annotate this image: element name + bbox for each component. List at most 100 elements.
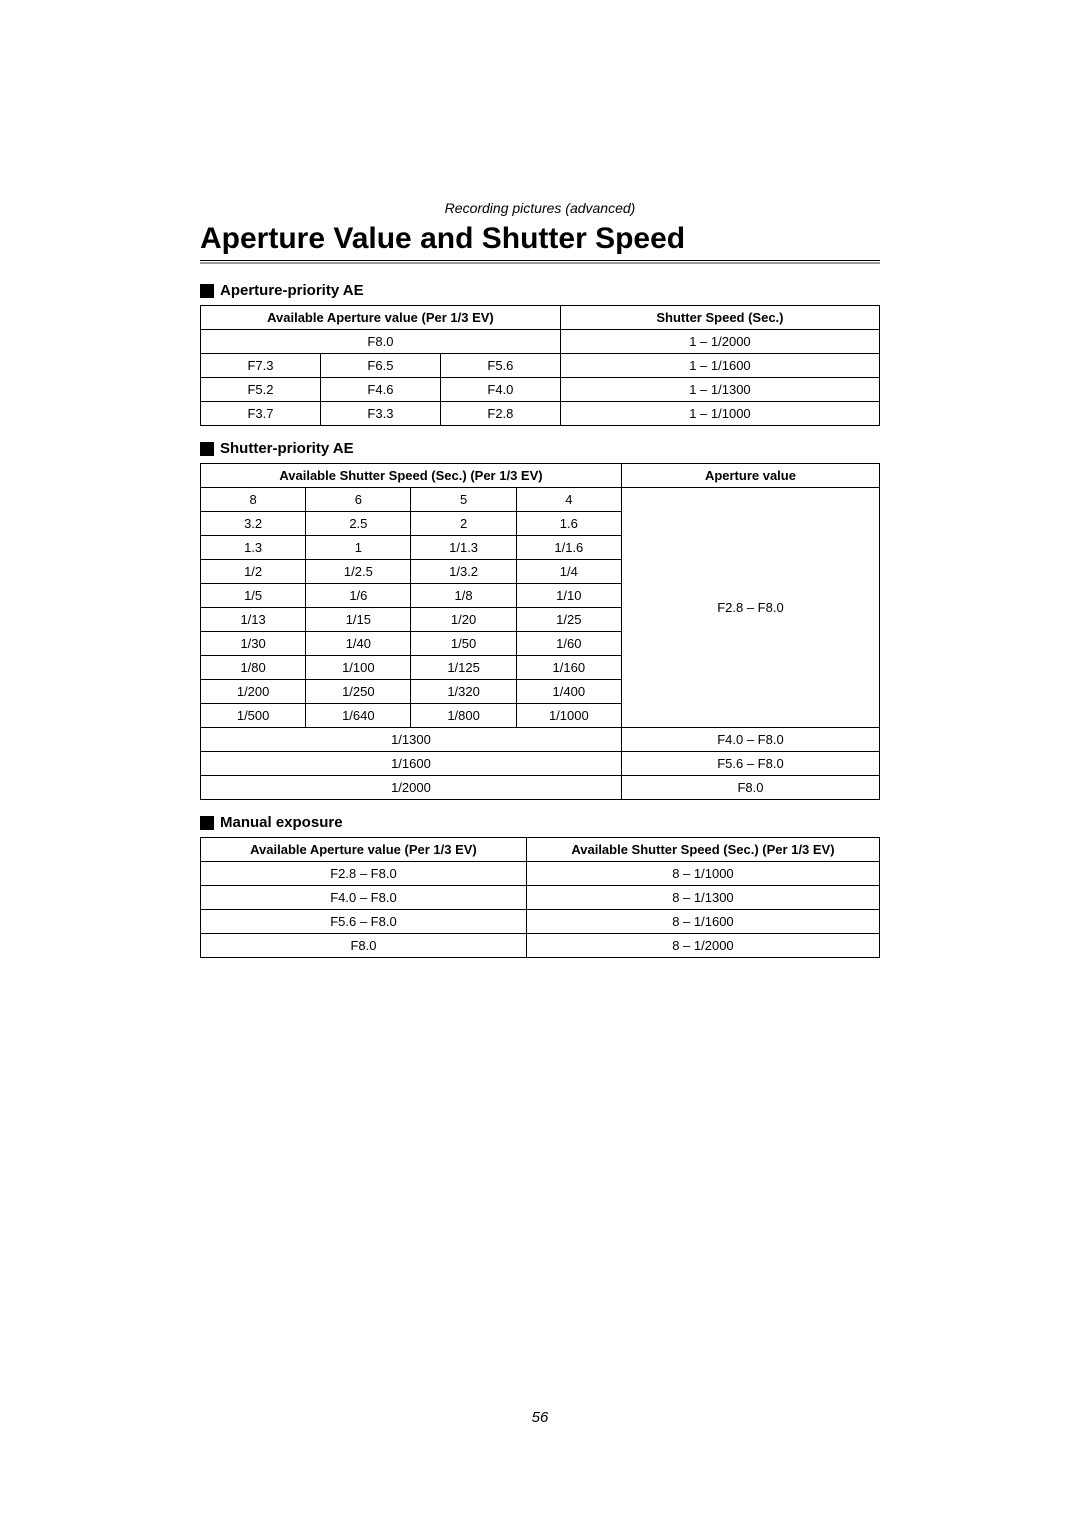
- table-row: F4.0 – F8.0 8 – 1/1300: [201, 886, 880, 910]
- table-cell: 1/30: [201, 632, 306, 656]
- table-cell: 1/10: [516, 584, 621, 608]
- table-cell: F4.0 – F8.0: [201, 886, 527, 910]
- square-bullet-icon: [200, 284, 214, 298]
- table-cell: 1/100: [306, 656, 411, 680]
- table-cell: F5.6: [440, 354, 560, 378]
- table-cell: 2: [411, 512, 516, 536]
- table-header-cell: Available Shutter Speed (Sec.) (Per 1/3 …: [201, 464, 622, 488]
- table-cell: 1/800: [411, 704, 516, 728]
- section-heading-manual-exposure: Manual exposure: [200, 814, 880, 831]
- table-cell: 1/20: [411, 608, 516, 632]
- table-cell: 3.2: [201, 512, 306, 536]
- table-cell: 1/4: [516, 560, 621, 584]
- table-cell: 1/640: [306, 704, 411, 728]
- aperture-priority-table: Available Aperture value (Per 1/3 EV) Sh…: [200, 305, 880, 426]
- table-cell: 1/1300: [201, 728, 622, 752]
- table-cell: 1/13: [201, 608, 306, 632]
- table-cell: 1/6: [306, 584, 411, 608]
- table-cell: 8 – 1/1600: [526, 910, 879, 934]
- table-cell: 1 – 1/1300: [560, 378, 879, 402]
- table-cell: F4.0 – F8.0: [621, 728, 879, 752]
- table-cell: 1/1.6: [516, 536, 621, 560]
- table-cell: 1/160: [516, 656, 621, 680]
- table-cell: 1/500: [201, 704, 306, 728]
- table-cell: 1/5: [201, 584, 306, 608]
- table-cell: 1.3: [201, 536, 306, 560]
- page-number: 56: [0, 1409, 1080, 1426]
- table-cell: 1/250: [306, 680, 411, 704]
- table-header-cell: Available Aperture value (Per 1/3 EV): [201, 838, 527, 862]
- table-cell: 8 – 1/1300: [526, 886, 879, 910]
- table-cell: 1/50: [411, 632, 516, 656]
- table-cell: 1/320: [411, 680, 516, 704]
- square-bullet-icon: [200, 442, 214, 456]
- table-row: F2.8 – F8.0 8 – 1/1000: [201, 862, 880, 886]
- page-title: Aperture Value and Shutter Speed: [200, 222, 880, 256]
- table-row: F8.0 1 – 1/2000: [201, 330, 880, 354]
- table-cell: F3.3: [320, 402, 440, 426]
- table-cell: 1/400: [516, 680, 621, 704]
- table-cell: 1 – 1/2000: [560, 330, 879, 354]
- table-row: F8.0 8 – 1/2000: [201, 934, 880, 958]
- table-cell: 1 – 1/1600: [560, 354, 879, 378]
- table-cell: F4.0: [440, 378, 560, 402]
- table-row: 1/1600 F5.6 – F8.0: [201, 752, 880, 776]
- table-cell: 1/1.3: [411, 536, 516, 560]
- table-cell: 1/15: [306, 608, 411, 632]
- table-cell: 1/25: [516, 608, 621, 632]
- table-header-cell: Aperture value: [621, 464, 879, 488]
- table-cell: 1/60: [516, 632, 621, 656]
- table-row: 1/1300 F4.0 – F8.0: [201, 728, 880, 752]
- table-cell: 1 – 1/1000: [560, 402, 879, 426]
- table-cell: F8.0: [201, 934, 527, 958]
- table-header-cell: Shutter Speed (Sec.): [560, 306, 879, 330]
- table-cell: F4.6: [320, 378, 440, 402]
- section-heading-label: Manual exposure: [220, 814, 343, 831]
- table-cell: F8.0: [621, 776, 879, 800]
- table-cell: F2.8 – F8.0: [621, 488, 879, 728]
- table-cell: 1/8: [411, 584, 516, 608]
- table-cell: 1/3.2: [411, 560, 516, 584]
- table-cell: F3.7: [201, 402, 321, 426]
- table-cell: F7.3: [201, 354, 321, 378]
- table-row: F5.2 F4.6 F4.0 1 – 1/1300: [201, 378, 880, 402]
- table-cell: 1/2000: [201, 776, 622, 800]
- table-cell: 8: [201, 488, 306, 512]
- section-heading-label: Shutter-priority AE: [220, 440, 354, 457]
- table-header-row: Available Aperture value (Per 1/3 EV) Sh…: [201, 306, 880, 330]
- table-cell: F5.6 – F8.0: [201, 910, 527, 934]
- table-cell: 1/125: [411, 656, 516, 680]
- table-row: 8 6 5 4 F2.8 – F8.0: [201, 488, 880, 512]
- breadcrumb: Recording pictures (advanced): [200, 200, 880, 216]
- table-row: F5.6 – F8.0 8 – 1/1600: [201, 910, 880, 934]
- table-header-row: Available Shutter Speed (Sec.) (Per 1/3 …: [201, 464, 880, 488]
- table-cell: 8 – 1/1000: [526, 862, 879, 886]
- manual-exposure-table: Available Aperture value (Per 1/3 EV) Av…: [200, 837, 880, 958]
- table-cell: 1/1000: [516, 704, 621, 728]
- table-cell: 4: [516, 488, 621, 512]
- table-row: 1/2000 F8.0: [201, 776, 880, 800]
- section-heading-shutter-priority: Shutter-priority AE: [200, 440, 880, 457]
- table-row: F3.7 F3.3 F2.8 1 – 1/1000: [201, 402, 880, 426]
- table-header-cell: Available Aperture value (Per 1/3 EV): [201, 306, 561, 330]
- table-header-cell: Available Shutter Speed (Sec.) (Per 1/3 …: [526, 838, 879, 862]
- table-cell: 1/1600: [201, 752, 622, 776]
- table-cell: 1.6: [516, 512, 621, 536]
- table-cell: F6.5: [320, 354, 440, 378]
- table-cell: 1/2: [201, 560, 306, 584]
- table-cell: 1/2.5: [306, 560, 411, 584]
- table-cell: F2.8 – F8.0: [201, 862, 527, 886]
- section-heading-aperture-priority: Aperture-priority AE: [200, 282, 880, 299]
- table-cell: F5.2: [201, 378, 321, 402]
- table-cell: F8.0: [201, 330, 561, 354]
- table-cell: 8 – 1/2000: [526, 934, 879, 958]
- table-cell: 5: [411, 488, 516, 512]
- table-row: F7.3 F6.5 F5.6 1 – 1/1600: [201, 354, 880, 378]
- title-rule: [200, 260, 880, 264]
- table-cell: 1/40: [306, 632, 411, 656]
- table-cell: 2.5: [306, 512, 411, 536]
- table-cell: 6: [306, 488, 411, 512]
- table-cell: 1/200: [201, 680, 306, 704]
- section-heading-label: Aperture-priority AE: [220, 282, 364, 299]
- shutter-priority-table: Available Shutter Speed (Sec.) (Per 1/3 …: [200, 463, 880, 800]
